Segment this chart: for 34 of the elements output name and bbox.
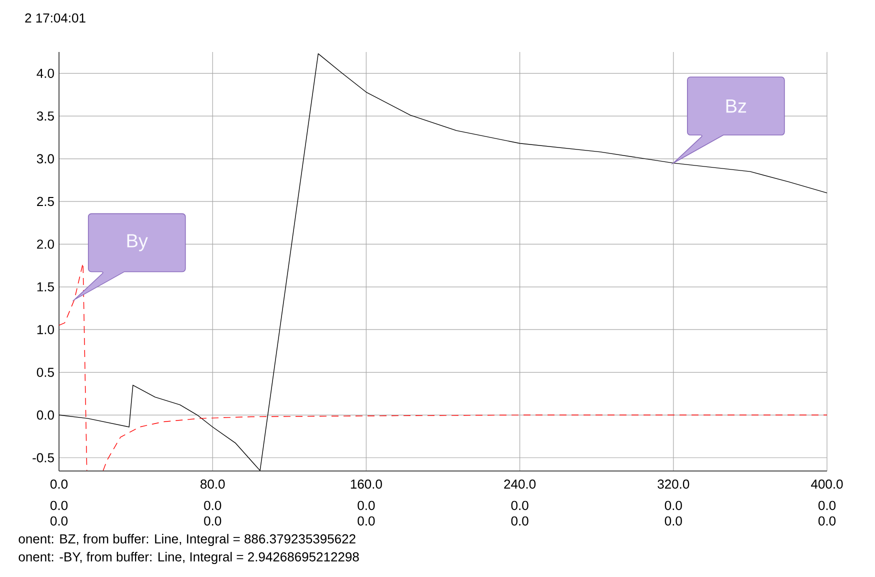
- x-tick-label: 160.0: [350, 480, 382, 489]
- text: 0.0: [818, 516, 836, 526]
- y-tick-label: 1.0: [37, 325, 54, 334]
- x-tick-label: 320.0: [658, 480, 690, 489]
- y-tick-label: 2.0: [37, 240, 54, 249]
- x-tick-label: 80.0: [200, 480, 225, 489]
- text: By: [127, 234, 148, 252]
- x-tick-label: 240.0: [504, 480, 536, 489]
- text: 0.0: [204, 516, 222, 526]
- text: 0.0: [511, 516, 528, 526]
- text: Bz: [726, 100, 746, 113]
- x-tick-label: 0.0: [50, 480, 68, 489]
- y-tick-label: 3.0: [36, 154, 54, 164]
- text: 0.0: [358, 516, 375, 526]
- text: 0.0: [204, 500, 222, 510]
- text: 0.0: [664, 500, 682, 510]
- y-tick-label: 0.5: [36, 368, 54, 377]
- y-tick-label: 4.0: [36, 68, 54, 78]
- text: 0.0: [664, 516, 682, 526]
- y-tick-label: 2.5: [37, 196, 54, 206]
- y-tick-label: 0.0: [36, 410, 54, 420]
- chart-title: 2 17:04:01: [25, 13, 86, 23]
- text: 0.0: [511, 500, 528, 510]
- text: 0.0: [50, 516, 68, 526]
- y-tick-label: -0.5: [32, 453, 54, 462]
- text: 0.0: [50, 500, 68, 510]
- text: 0.0: [358, 500, 375, 510]
- text: onent: BZ, from buffer: Line, Integral = 886.379235395622: [18, 534, 356, 546]
- y-tick-label: 3.5: [36, 111, 54, 121]
- x-tick-label: 400.0: [811, 480, 843, 489]
- y-tick-label: 1.5: [37, 282, 54, 292]
- text: onent: -BY, from buffer: Line, Integral = 2.94268695212298: [18, 552, 359, 564]
- text: 0.0: [818, 500, 836, 510]
- line-series: [58, 53, 828, 471]
